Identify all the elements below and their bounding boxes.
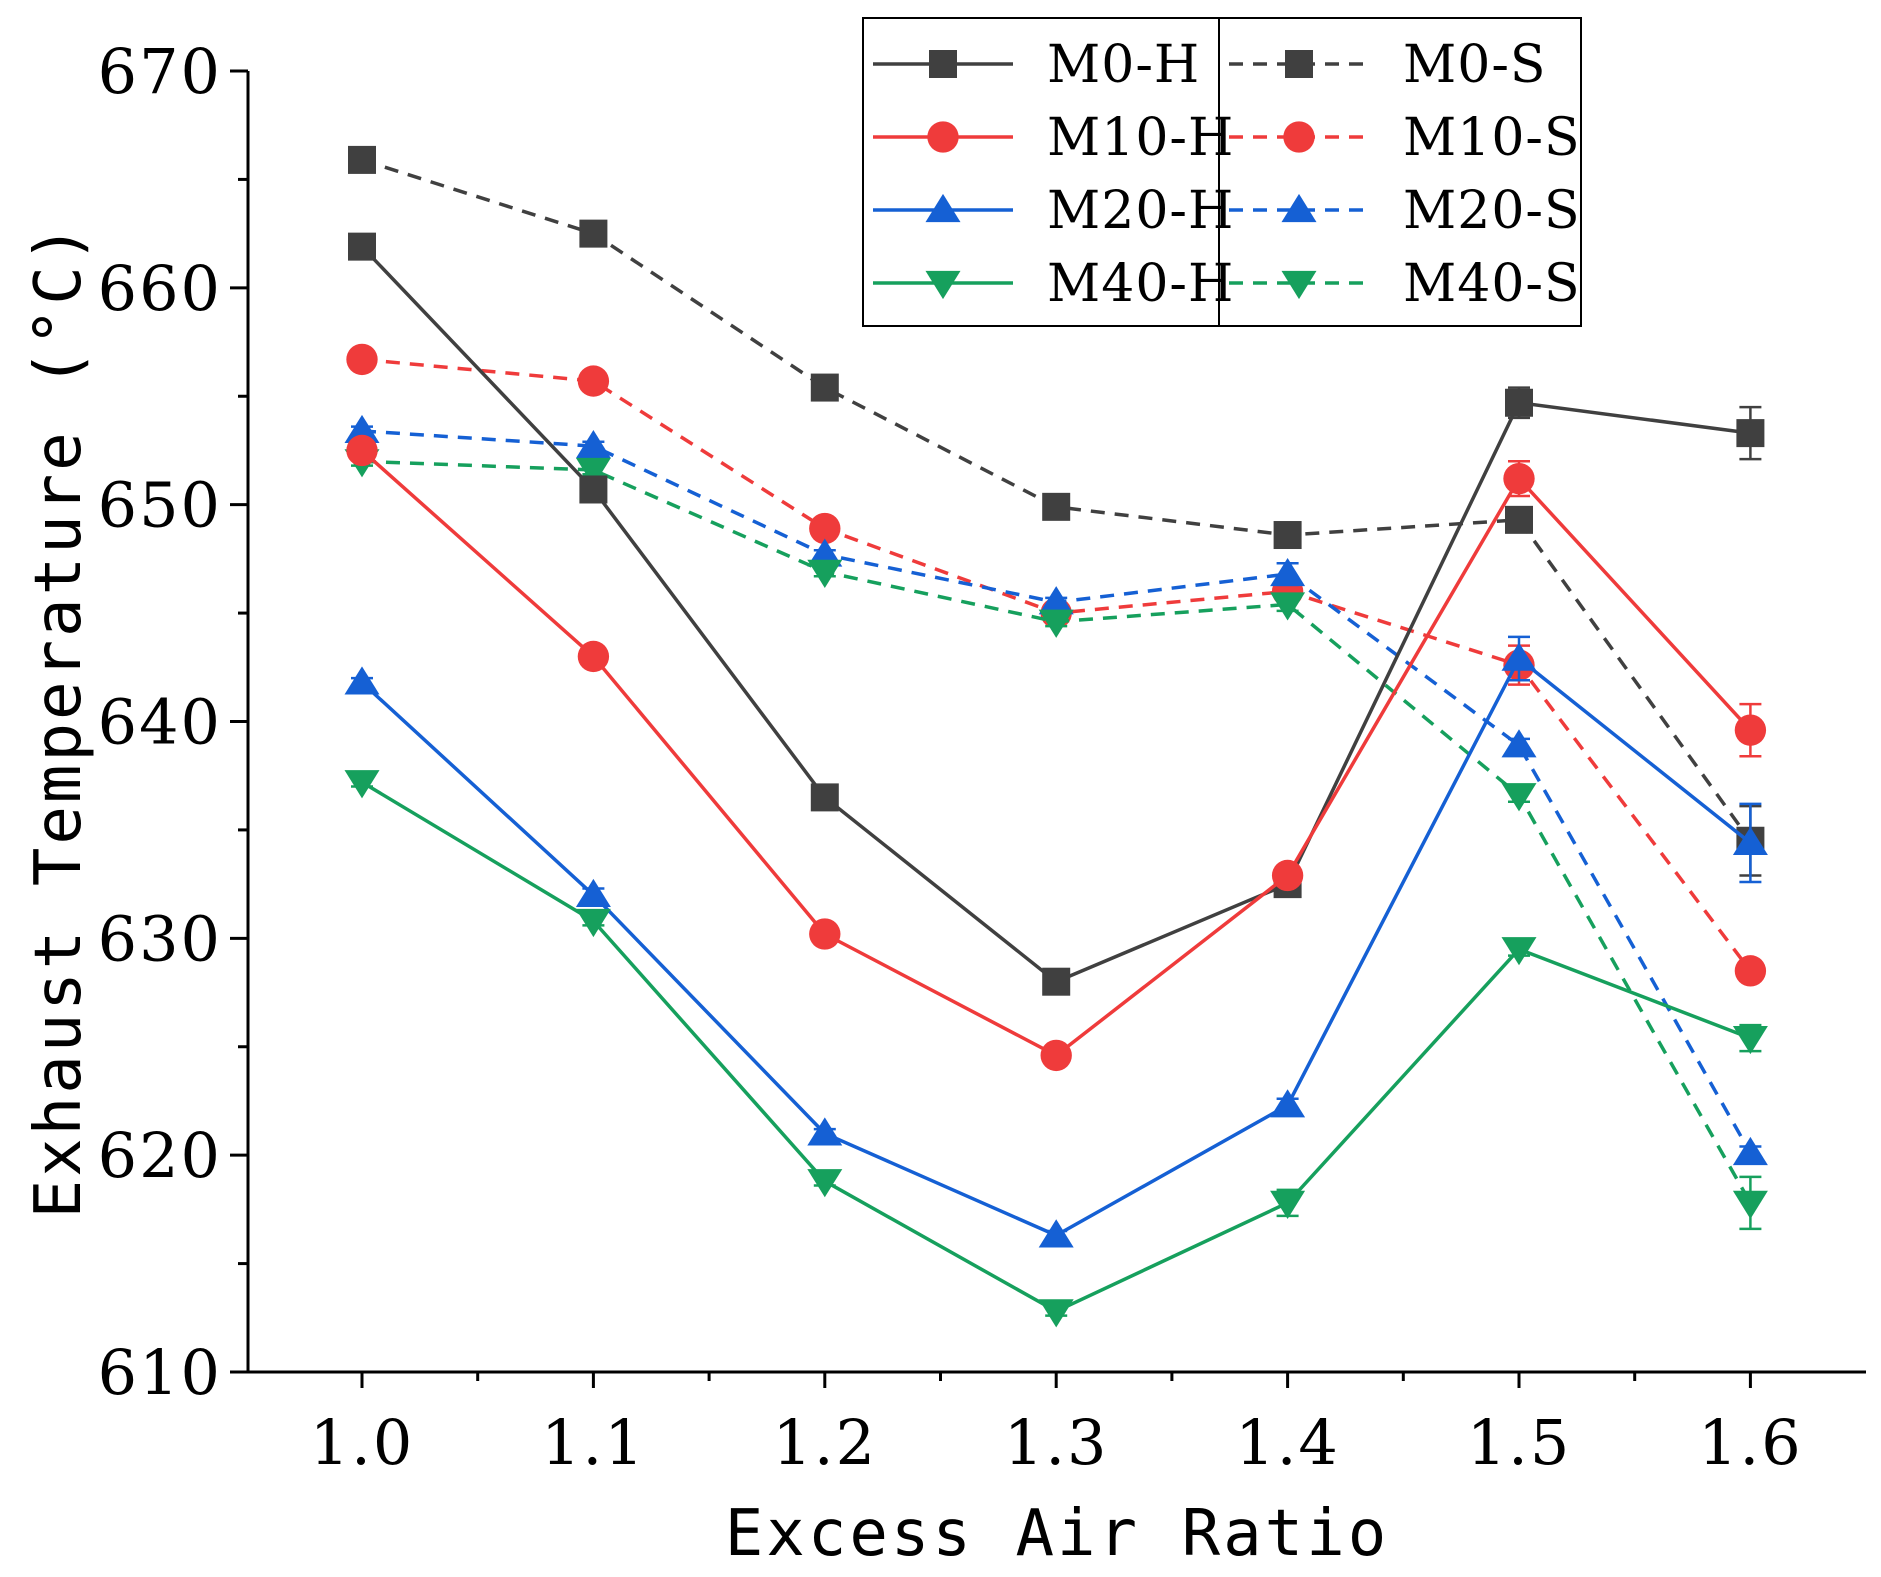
data-point-m10-h: [1040, 1039, 1072, 1072]
series-line-m10-s: [361, 357, 1752, 972]
series-m0-h: [348, 232, 1765, 996]
data-point-m10-h: [809, 918, 841, 950]
data-point-m0-s: [1505, 505, 1533, 534]
x-tick-label: 1.0: [310, 1406, 415, 1479]
series-m20-s: [344, 414, 1768, 1166]
data-point-m20-s: [1038, 586, 1074, 615]
data-point-m40-h: [1732, 1026, 1768, 1055]
data-point-m0-h: [1736, 419, 1765, 448]
x-tick-label: 1.3: [1004, 1406, 1109, 1479]
data-point-m0-h: [1042, 967, 1071, 996]
data-point-m10-h: [577, 640, 610, 673]
data-point-m40-s: [1501, 783, 1537, 812]
legend-marker-m40-h: [925, 270, 961, 300]
legend-marker-m10-h: [927, 121, 959, 153]
series-m10-s: [346, 343, 1767, 987]
data-point-m20-h: [807, 1117, 843, 1146]
legend-marker-m20-h: [925, 193, 961, 223]
x-tick-label: 1.2: [772, 1406, 877, 1479]
y-tick-label: 670: [98, 35, 222, 108]
data-point-m20-s: [344, 414, 380, 444]
data-point-m10-s: [1734, 955, 1767, 987]
data-point-m40-h: [1038, 1299, 1074, 1328]
legend-label-m20-s: M20-S: [1403, 181, 1581, 241]
data-point-m0-h: [1505, 388, 1533, 417]
legend-label-m0-h: M0-H: [1047, 35, 1200, 95]
data-point-m40-s: [1038, 609, 1074, 638]
data-point-m20-s: [1270, 557, 1306, 587]
y-tick-label: 610: [98, 1336, 222, 1409]
data-point-m40-s: [807, 559, 843, 588]
plot-series-group: [344, 145, 1768, 1328]
legend-box-right: [1218, 17, 1582, 327]
data-point-m0-s: [810, 373, 839, 402]
y-axis-title: Exhaust Temperature (°C): [22, 222, 96, 1219]
series-line-m20-h: [360, 656, 1752, 1238]
series-m10-h: [346, 434, 1767, 1072]
data-point-m40-s: [575, 457, 611, 487]
x-axis-title: Excess Air Ratio: [725, 1497, 1390, 1571]
data-point-m40-h: [807, 1169, 843, 1198]
data-point-m10-s: [577, 365, 610, 397]
series-m20-h: [344, 635, 1768, 1248]
legend-label-m0-s: M0-S: [1403, 35, 1547, 95]
data-point-m40-h: [575, 908, 611, 938]
data-point-m0-h: [579, 475, 608, 504]
data-point-m40-h: [1501, 937, 1537, 966]
series-line-m40-s: [361, 459, 1752, 1204]
data-point-m20-s: [1732, 1136, 1768, 1166]
data-point-m20-h: [1732, 826, 1768, 856]
data-point-m0-h: [348, 232, 376, 261]
x-tick-label: 1.4: [1235, 1406, 1340, 1479]
data-point-m20-h: [575, 878, 611, 908]
y-tick-label: 640: [98, 686, 222, 759]
legend-marker-m10-s: [1283, 121, 1315, 153]
data-point-m20-h: [344, 666, 380, 695]
data-point-m40-h: [1270, 1190, 1306, 1219]
x-tick-label: 1.6: [1698, 1406, 1803, 1479]
legend-marker-m40-s: [1281, 270, 1317, 300]
legend: M0-H M10-H M20-H M40-H M0-S M10-S M20-S M40-S: [862, 17, 1582, 327]
legend-label-m20-h: M20-H: [1047, 181, 1234, 241]
series-line-m10-h: [360, 449, 1752, 1058]
data-point-m10-h: [1734, 714, 1767, 746]
x-tick-label: 1.1: [541, 1406, 646, 1479]
data-point-m20-s: [575, 430, 611, 459]
data-point-m40-s: [1732, 1190, 1768, 1219]
y-tick-label: 650: [98, 469, 222, 542]
data-point-m40-s: [1270, 592, 1306, 621]
data-point-m0-s: [1042, 492, 1071, 521]
legend-label-m10-h: M10-H: [1047, 108, 1234, 168]
data-point-m0-s: [579, 219, 608, 248]
data-point-m10-s: [346, 343, 378, 376]
data-point-m40-h: [344, 770, 380, 799]
y-tick-label: 660: [98, 252, 222, 325]
data-point-m0-s: [348, 145, 376, 174]
data-point-m10-h: [1503, 462, 1535, 495]
ticks-group: 610 620 630 640 650 660 670 1.0 1.1 1.2 1.3 1.4 1.5 1…: [98, 35, 1803, 1479]
series-m0-s: [348, 145, 1765, 877]
data-point-m10-s: [809, 512, 841, 545]
legend-label-m40-s: M40-S: [1403, 254, 1581, 314]
y-tick-label: 620: [98, 1119, 222, 1192]
legend-marker-m0-s: [1285, 50, 1313, 78]
data-point-m0-s: [1273, 521, 1302, 550]
data-point-m0-h: [810, 783, 839, 812]
data-point-m20-h: [1501, 642, 1537, 671]
data-point-m20-h: [1038, 1219, 1074, 1248]
y-tick-label: 630: [98, 902, 222, 975]
legend-label-m40-h: M40-H: [1047, 254, 1234, 314]
data-point-m20-s: [807, 538, 843, 567]
legend-label-m10-s: M10-S: [1403, 108, 1581, 168]
data-point-m10-h: [346, 434, 378, 467]
data-point-m20-h: [1270, 1089, 1306, 1118]
data-point-m10-h: [1271, 859, 1304, 892]
series-m40-h: [344, 770, 1768, 1328]
legend-marker-m20-s: [1281, 193, 1317, 223]
data-point-m20-s: [1501, 729, 1537, 758]
legend-marker-m0-h: [929, 50, 957, 78]
x-tick-label: 1.5: [1467, 1406, 1572, 1479]
